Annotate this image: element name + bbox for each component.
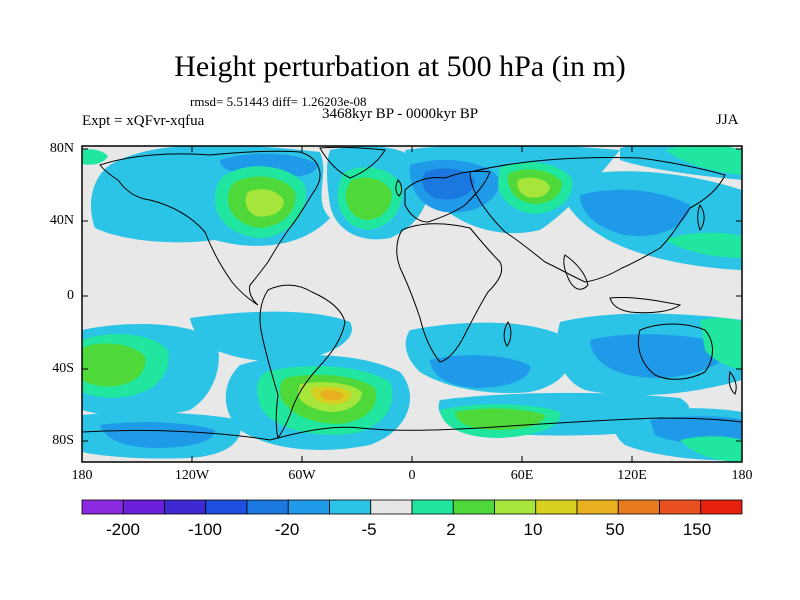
contour-band-dark-blue (422, 168, 475, 200)
experiment-label: Expt = xQFvr-xqfua (82, 113, 205, 129)
contour-band-blue (590, 334, 731, 378)
colorbar-label: -20 (274, 520, 300, 539)
coastline-south-america (259, 284, 346, 440)
contour-band-green (82, 343, 146, 387)
coastline-antarctica (82, 417, 742, 441)
coastline-british-isles (395, 179, 402, 197)
colorbar (81, 499, 743, 515)
colorbar-swatch (164, 499, 207, 515)
contour-band-orange (320, 390, 344, 401)
contour-field (82, 146, 742, 462)
colorbar-swatch (329, 499, 372, 515)
colorbar-label: 2 (446, 520, 456, 539)
coastline-greenland (319, 146, 386, 179)
coastline-europe (404, 170, 491, 223)
lon-label-0: 0 (408, 468, 416, 483)
colorbar-swatch (122, 499, 165, 515)
period-label: 3468kyr BP - 0000kyr BP (321, 106, 479, 122)
coastline-australia (637, 323, 713, 380)
coastline-indian-peninsula (563, 254, 589, 290)
colorbar-label: 150 (682, 520, 712, 539)
coastline-africa (396, 223, 503, 363)
plot-title: Height perturbation at 500 hPa (in m) (174, 50, 626, 83)
rmsd-stats: rmsd= 5.51443 diff= 1.26203e-08 (190, 94, 367, 109)
colorbar-label: -5 (361, 520, 377, 539)
lat-label-40s: 40S (52, 361, 74, 376)
colorbar-label: 50 (605, 520, 625, 539)
lon-label-60w: 60W (288, 468, 316, 483)
colorbar-swatch (535, 499, 578, 515)
lat-label-0: 0 (67, 288, 74, 303)
lon-label-180e: 180 (731, 468, 753, 483)
contour-band-blue (430, 355, 531, 388)
season-label: JJA (716, 112, 739, 128)
coastline-north-america (99, 150, 321, 306)
colorbar-label: 10 (523, 520, 543, 539)
lat-label-80n: 80N (49, 141, 74, 156)
lat-label-40n: 40N (49, 213, 74, 228)
colorbar-swatch (287, 499, 330, 515)
colorbar-swatch (452, 499, 495, 515)
colorbar-swatch (81, 499, 124, 515)
contour-band-yellow-green (245, 189, 284, 217)
coastlines (82, 146, 742, 441)
contour-band-green (455, 408, 545, 430)
colorbar-label: -100 (187, 520, 223, 539)
contour-band-green (345, 177, 392, 220)
contour-band-blue (580, 189, 690, 236)
colorbar-swatch (411, 499, 454, 515)
colorbar-swatch (246, 499, 289, 515)
coastline-madagascar (503, 321, 512, 347)
contour-band-teal (82, 149, 108, 165)
lat-label-80s: 80S (52, 433, 74, 448)
colorbar-swatch (659, 499, 702, 515)
contour-band-blue (100, 422, 215, 448)
contour-band-teal (680, 436, 742, 462)
colorbar-swatch (576, 499, 619, 515)
colorbar-swatch (617, 499, 660, 515)
lon-label-180w: 180 (71, 468, 93, 483)
colorbar-swatch (700, 499, 743, 515)
lon-label-60e: 60E (510, 468, 534, 483)
contour-band-yellow-green (517, 177, 550, 198)
lon-label-120w: 120W (174, 468, 210, 483)
axis-ticks (81, 146, 743, 462)
coastline-indonesia (609, 297, 682, 314)
contour-band-teal (665, 232, 742, 258)
colorbar-swatch (494, 499, 537, 515)
contour-band-cyan (190, 311, 352, 362)
colorbar-swatch (205, 499, 248, 515)
colorbar-label: -200 (105, 520, 141, 539)
coastline-japan (697, 203, 705, 232)
lon-label-120e: 120E (617, 468, 647, 483)
colorbar-swatch (370, 499, 413, 515)
contour-band-teal (700, 317, 742, 370)
coastline-asia (469, 157, 726, 283)
contour-band-teal (665, 146, 742, 175)
coastline-new-zealand (728, 370, 737, 395)
